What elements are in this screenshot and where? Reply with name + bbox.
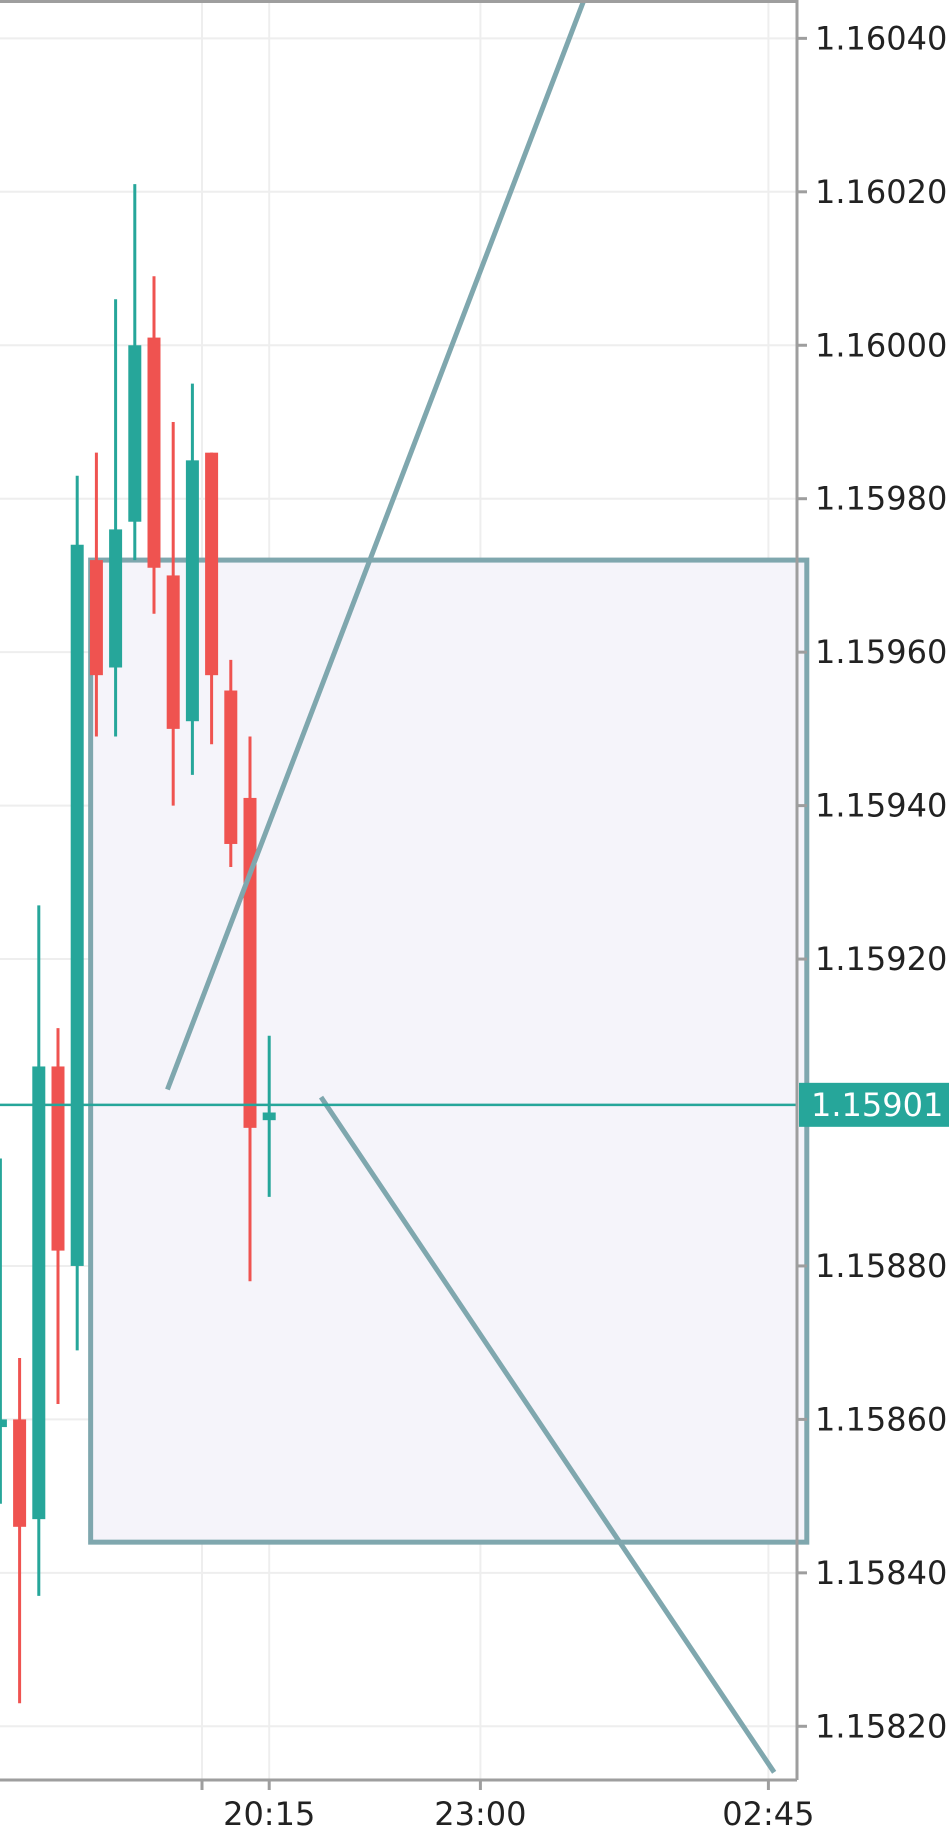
candle-body [128, 345, 142, 522]
price-tick-label: 1.16000 [815, 326, 947, 364]
candle-up [70, 475, 84, 1351]
price-tick-label: 1.15980 [815, 480, 947, 518]
candle-body [147, 337, 161, 568]
candle-body [109, 529, 123, 668]
candle-body [185, 460, 199, 722]
candle-body [70, 544, 84, 1266]
rectangle-drawing[interactable] [88, 557, 810, 1545]
candle-body [243, 797, 257, 1128]
price-tick-label: 1.15960 [815, 633, 947, 671]
candle-down [147, 276, 161, 614]
candle-body [0, 1419, 7, 1428]
price-tick-label: 1.15840 [815, 1554, 947, 1592]
current-price-label: 1.15901 [811, 1086, 943, 1124]
candle-body [166, 575, 180, 729]
candle-down [205, 452, 219, 745]
time-tick-label: 02:45 [722, 1795, 814, 1833]
candle-up [109, 299, 123, 737]
candle-body [89, 560, 103, 676]
candle-down [13, 1358, 27, 1704]
price-tick-label: 1.15860 [815, 1400, 947, 1438]
candle-up [128, 184, 142, 561]
trend-line-2[interactable] [318, 1095, 777, 1774]
candle-down [224, 659, 238, 867]
rectangle-drawing-layer [88, 557, 810, 1545]
candle-up [32, 905, 46, 1596]
candle-down [166, 421, 180, 806]
candle-body [51, 1066, 65, 1251]
candle-body [205, 452, 219, 676]
candles-layer [0, 184, 276, 1704]
trend-lines-layer [0, 0, 797, 1774]
candle-up [185, 383, 199, 775]
candle-body [13, 1419, 27, 1527]
time-tick-label: 20:15 [223, 1795, 315, 1833]
candle-up [0, 1158, 7, 1504]
price-tick-label: 1.15920 [815, 940, 947, 978]
candle-down [51, 1028, 65, 1405]
time-tick-label: 23:00 [434, 1795, 526, 1833]
candle-down [89, 452, 103, 737]
candle-body [262, 1112, 276, 1121]
price-tick-label: 1.15880 [815, 1247, 947, 1285]
candle-body [32, 1066, 46, 1520]
trend-line-1[interactable] [165, 0, 589, 1091]
price-tick-label: 1.16020 [815, 173, 947, 211]
price-tick-label: 1.15940 [815, 787, 947, 825]
candle-body [224, 690, 238, 844]
price-tick-label: 1.16040 [815, 19, 947, 57]
price-tick-label: 1.15820 [815, 1707, 947, 1745]
candle-up [262, 1035, 276, 1197]
current-price-tag [799, 1082, 949, 1127]
